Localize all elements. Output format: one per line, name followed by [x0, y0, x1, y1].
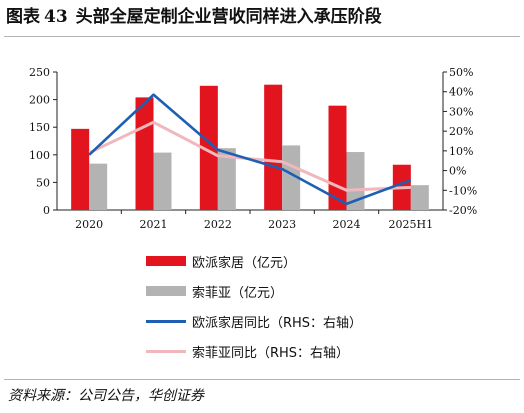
- x-tick-label: 2025H1: [389, 218, 434, 231]
- bar-sofia-2021: [153, 152, 172, 210]
- bar-opple-2022: [199, 85, 218, 210]
- bar-opple-2023: [264, 84, 283, 210]
- right-tick-label: -20%: [449, 204, 477, 217]
- bar-sofia-2025H1: [410, 185, 429, 210]
- title-divider: [4, 36, 520, 37]
- chart: 0 50 100 150 200 250 -20% -10% 0% 10% 20% 30% 40% 50%…: [29, 66, 477, 231]
- right-tick-label: -10%: [449, 184, 477, 197]
- left-tick-label: 50: [36, 176, 50, 189]
- legend-line-opple-yoy: [146, 319, 186, 323]
- source-divider: [4, 379, 520, 380]
- x-tick-label: 2024: [333, 218, 361, 231]
- figure-title-text: 头部全屋定制企业营收同样进入承压阶段: [75, 7, 382, 27]
- figure-prefix: 图表: [6, 7, 40, 27]
- right-tick-label: 10%: [449, 145, 473, 158]
- legend-label-opple-revenue: 欧派家居（亿元）: [192, 255, 297, 271]
- right-tick-label: 30%: [449, 105, 473, 118]
- left-tick-label: 200: [29, 94, 50, 107]
- right-tick-label: 0%: [449, 165, 466, 178]
- left-tick-label: 150: [29, 121, 50, 134]
- right-tick-label: 40%: [449, 86, 473, 99]
- legend-line-sofia-yoy: [146, 349, 186, 353]
- line-series: [88, 93, 412, 206]
- legend-label-sofia-yoy: 索菲亚同比（RHS：右轴）: [192, 345, 350, 361]
- right-tick-label: 50%: [449, 66, 473, 79]
- bar-sofia-2024: [346, 152, 365, 210]
- legend-swatch-opple-revenue: [146, 256, 186, 266]
- bar-opple-2020: [71, 128, 90, 210]
- tick-labels: 0 50 100 150 200 250 -20% -10% 0% 10% 20% 30% 40% 50%…: [29, 66, 477, 231]
- left-tick-label: 100: [29, 149, 50, 162]
- legend-label-opple-yoy: 欧派家居同比（RHS：右轴）: [192, 315, 363, 331]
- x-tick-label: 2022: [204, 218, 232, 231]
- legend-item-opple-yoy: 欧派家居同比（RHS：右轴）: [146, 306, 406, 336]
- chart-axes: [53, 71, 447, 214]
- bar-sofia-2020: [89, 163, 108, 210]
- line-opple-yoy: [88, 93, 412, 206]
- legend-item-opple-revenue: 欧派家居（亿元）: [146, 246, 406, 276]
- source-note: 资料来源：公司公告，华创证券: [8, 388, 204, 404]
- x-tick-label: 2020: [75, 218, 103, 231]
- bar-opple-2021: [135, 97, 154, 210]
- figure-title: 图表 43 头部全屋定制企业营收同样进入承压阶段: [6, 4, 518, 30]
- left-tick-label: 0: [43, 204, 50, 217]
- chart-legend: 欧派家居（亿元） 索菲亚（亿元） 欧派家居同比（RHS：右轴） 索菲亚同比（RH…: [146, 246, 406, 366]
- legend-item-sofia-revenue: 索菲亚（亿元）: [146, 276, 406, 306]
- right-tick-label: 20%: [449, 125, 473, 138]
- x-tick-label: 2021: [140, 218, 168, 231]
- figure-number: 43: [44, 7, 68, 27]
- legend-item-sofia-yoy: 索菲亚同比（RHS：右轴）: [146, 336, 406, 366]
- bar-sofia-2023: [282, 145, 301, 210]
- legend-swatch-sofia-revenue: [146, 286, 186, 296]
- x-tick-label: 2023: [268, 218, 296, 231]
- bar-series: [71, 84, 429, 210]
- bar-sofia-2022: [217, 148, 236, 210]
- legend-label-sofia-revenue: 索菲亚（亿元）: [192, 285, 284, 301]
- left-tick-label: 250: [29, 66, 50, 79]
